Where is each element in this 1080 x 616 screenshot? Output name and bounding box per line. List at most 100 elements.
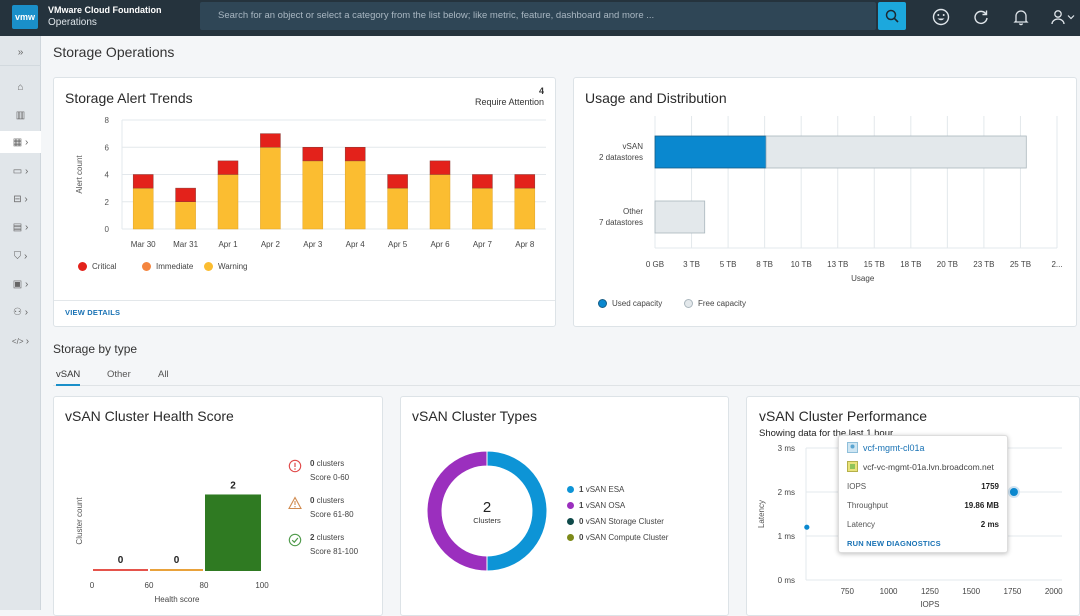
y-tick-label: 1 ms xyxy=(778,532,795,541)
chevron-right-icon: › xyxy=(24,306,29,318)
x-tick-label: 8 TB xyxy=(756,260,773,269)
top-bar: vmw VMware Cloud Foundation Operations S… xyxy=(0,0,1080,36)
usage-distribution-card: Usage and Distribution 0 GB 3 TB 5 TB 8 TB 1… xyxy=(573,77,1077,327)
bar-segment-warning xyxy=(344,160,366,230)
users-settings-icon: ⚇ xyxy=(12,306,22,318)
vmware-logo[interactable]: vmw xyxy=(12,5,38,29)
code-icon: </> xyxy=(11,336,24,346)
sidebar-item-security[interactable]: ⛉ › xyxy=(0,245,41,267)
sidebar-item-administration[interactable]: ⚇ › xyxy=(0,301,41,323)
legend-item-immediate[interactable]: Immediate xyxy=(142,262,193,271)
legend-label: 0 vSAN Compute Cluster xyxy=(579,533,669,542)
cluster-type-legend-item[interactable]: 1 vSAN OSA xyxy=(567,501,625,510)
card-title: vSAN Cluster Performance xyxy=(759,408,928,424)
error-icon xyxy=(288,459,302,473)
x-axis-label: Usage xyxy=(851,274,875,283)
search-button[interactable] xyxy=(878,2,906,30)
tab-other[interactable]: Other xyxy=(107,369,131,380)
chevron-down-icon xyxy=(1067,15,1075,20)
scatter-point xyxy=(804,524,810,530)
x-tick-label: 0 xyxy=(90,581,95,590)
x-tick-label: 20 TB xyxy=(937,260,958,269)
legend-item-warning[interactable]: Warning xyxy=(204,262,248,271)
legend-item-critical[interactable]: Critical xyxy=(78,262,116,271)
bar-segment-warning xyxy=(132,187,154,230)
sidebar-item-reports[interactable]: ▤ › xyxy=(0,216,41,238)
x-tick-label: 2... xyxy=(1051,260,1062,269)
sidebar-item-applications[interactable]: ▭ › xyxy=(0,160,41,182)
inventory-icon: ▥ xyxy=(15,109,26,121)
cluster-types-donut xyxy=(426,450,548,572)
x-tick-label: 23 TB xyxy=(973,260,994,269)
tooltip-cluster[interactable]: vcf-mgmt-cl01a xyxy=(847,442,925,453)
bar-segment-free-capacity xyxy=(654,200,706,234)
tooltip-vcenter[interactable]: vcf-vc-mgmt-01a.lvn.broadcom.net xyxy=(847,461,994,472)
x-tick-label: 15 TB xyxy=(864,260,885,269)
donut-center: 2 Clusters xyxy=(459,499,515,525)
sidebar-item-configure[interactable]: ▣ › xyxy=(0,273,41,295)
cluster-type-legend-item[interactable]: 0 vSAN Compute Cluster xyxy=(567,533,668,542)
sidebar: » ⌂ ▥ ▦ › ▭ › ⊟ › ▤ › ⛉ › ▣ › ⚇ › </> › xyxy=(0,36,41,610)
shield-icon: ⛉ xyxy=(13,250,22,262)
sidebar-item-inventory[interactable]: ▥ xyxy=(0,104,41,126)
section-title: Storage by type xyxy=(53,342,138,356)
briefcase-icon: ⊟ xyxy=(13,193,22,205)
donut-slice-vsan-osa xyxy=(426,450,488,572)
view-details-link[interactable]: VIEW DETAILS xyxy=(65,308,121,317)
x-tick-label: 25 TB xyxy=(1010,260,1031,269)
sidebar-item-infrastructure[interactable]: ▦ › xyxy=(0,131,41,153)
vsan-health-score-card: vSAN Cluster Health Score Cluster count 0… xyxy=(53,396,383,616)
x-tick-label: Apr 2 xyxy=(261,240,281,249)
y-tick-label: 2 xyxy=(105,198,110,207)
y-tick-label: 2 ms xyxy=(778,488,795,497)
notifications-button[interactable] xyxy=(1010,6,1032,28)
x-tick-label: 0 GB xyxy=(646,260,664,269)
bar-segment-critical xyxy=(472,174,493,189)
health-legend-range: Score 61-80 xyxy=(310,510,354,519)
bar-value-label: 0 xyxy=(174,555,180,566)
card-subtitle: Showing data for the last 1 hour xyxy=(759,428,894,439)
feedback-button[interactable] xyxy=(930,6,952,28)
cluster-type-legend-item[interactable]: 1 vSAN ESA xyxy=(567,485,624,494)
window-icon: ▭ xyxy=(12,165,23,177)
y-axis-label: Latency xyxy=(757,500,766,528)
y-axis-label: Alert count xyxy=(75,155,84,194)
x-tick-label: Apr 8 xyxy=(515,240,535,249)
legend-label: Used capacity xyxy=(612,299,663,308)
card-title: Usage and Distribution xyxy=(585,90,727,106)
storage-type-tabs: vSAN Other All xyxy=(53,364,1080,386)
refresh-button[interactable] xyxy=(970,6,992,28)
legend-label: 0 vSAN Storage Cluster xyxy=(579,517,664,526)
warning-icon xyxy=(288,496,302,510)
tab-all[interactable]: All xyxy=(158,369,169,380)
tooltip-row-latency: Latency 2 ms xyxy=(847,520,999,529)
global-search-input[interactable]: Search for an object or select a categor… xyxy=(200,2,876,30)
x-tick-label: 2000 xyxy=(1045,587,1063,596)
double-chevron-icon: » xyxy=(17,47,24,58)
bar-segment-free-capacity xyxy=(765,135,1027,169)
legend-item-free-capacity[interactable]: Free capacity xyxy=(684,299,746,308)
run-diagnostics-link[interactable]: RUN NEW DIAGNOSTICS xyxy=(847,539,941,548)
card-divider xyxy=(54,300,555,301)
sidebar-item-home[interactable]: ⌂ xyxy=(0,76,41,98)
health-legend-range: Score 0-60 xyxy=(310,473,350,482)
sidebar-item-operations[interactable]: ⊟ › xyxy=(0,188,41,210)
cluster-type-legend-item[interactable]: 0 vSAN Storage Cluster xyxy=(567,517,664,526)
sidebar-item-developer[interactable]: </> › xyxy=(0,330,41,352)
tab-vsan[interactable]: vSAN xyxy=(56,369,81,386)
sidebar-collapse-button[interactable]: » xyxy=(0,40,41,66)
tooltip-row-throughput: Throughput 19.86 MB xyxy=(847,501,999,510)
attention-summary[interactable]: 4 Require Attention xyxy=(475,86,544,108)
vcenter-icon xyxy=(847,461,858,472)
user-menu-button[interactable] xyxy=(1046,6,1078,28)
home-icon: ⌂ xyxy=(17,81,24,93)
health-legend-range: Score 81-100 xyxy=(310,547,359,556)
bar-segment-critical xyxy=(217,160,239,175)
bar-segment-warning xyxy=(260,147,281,230)
legend-swatch xyxy=(567,534,574,541)
legend-item-used-capacity[interactable]: Used capacity xyxy=(598,299,662,308)
legend-swatch xyxy=(684,299,693,308)
category-label: vSAN xyxy=(623,142,644,151)
bar-segment-critical xyxy=(132,174,154,189)
chevron-right-icon: › xyxy=(25,335,30,347)
